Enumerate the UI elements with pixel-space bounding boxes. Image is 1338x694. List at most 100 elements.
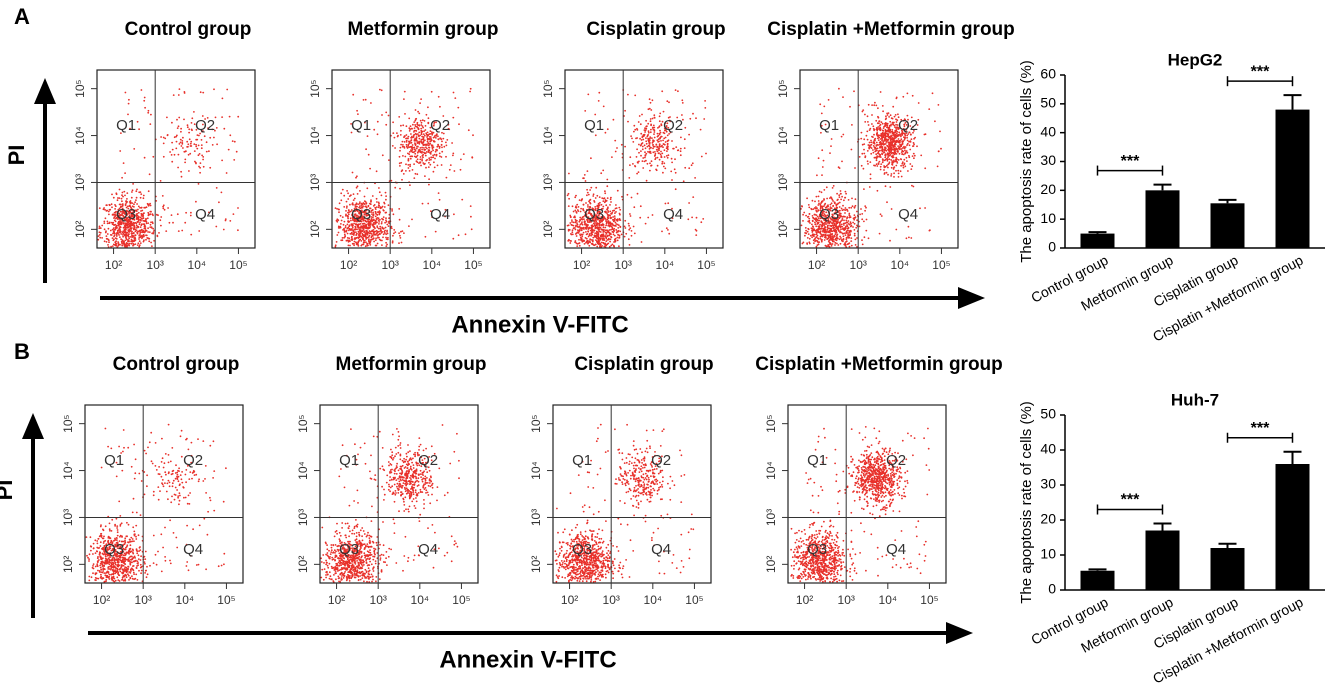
event-dot [223,127,226,130]
event-dot [652,144,654,146]
event-dot [377,227,380,230]
event-dot [841,225,844,228]
event-dot [438,198,441,201]
event-dot [122,226,125,229]
event-dot [907,170,909,172]
event-dot [125,211,127,213]
event-dot [347,244,350,247]
event-dot [226,88,229,91]
event-dot [347,211,349,214]
event-dot [188,131,191,134]
event-dot [878,127,881,130]
event-dot [884,156,887,159]
event-dot [131,235,133,237]
event-dot [851,205,854,208]
event-dot [385,198,387,201]
event-dot [639,123,642,126]
event-dot [401,230,404,233]
event-dot [611,211,614,214]
event-dot [606,235,609,238]
event-dot [881,148,884,151]
event-dot [405,125,408,128]
event-dot [147,214,150,217]
event-dot [120,132,122,135]
event-dot [924,167,927,170]
event-dot [127,229,130,232]
event-dot [584,223,586,226]
event-dot [346,239,349,242]
event-dot [416,158,419,161]
event-dot [145,222,148,225]
event-dot [884,185,887,188]
event-dot [186,124,189,127]
event-dot [175,147,178,150]
event-dot [842,96,844,98]
event-dot [157,214,159,217]
event-dot [202,130,204,132]
event-dot [651,137,653,140]
event-dot [348,195,351,198]
event-dot [939,130,941,133]
event-dot [849,221,852,224]
event-dot [229,220,232,222]
event-dot [420,127,423,130]
event-dot [650,128,652,131]
event-dot [646,135,649,138]
event-dot [361,232,364,235]
event-dot [170,154,173,156]
event-dot [380,221,383,223]
event-dot [892,133,895,136]
event-dot [427,166,430,169]
event-dot [621,195,623,198]
event-dot [584,180,587,182]
event-dot [403,232,405,235]
event-dot [836,226,839,229]
event-dot [127,226,130,229]
event-dot [639,205,642,208]
event-dot [132,232,135,235]
event-dot [867,237,870,240]
event-dot [839,221,842,224]
event-dot [823,239,826,241]
event-dot [815,225,818,228]
event-dot [814,200,816,203]
y-tick-label: 10⁴ [776,126,790,145]
event-dot [843,199,845,202]
event-dot [413,148,416,151]
event-dot [427,117,430,120]
event-dot [820,226,823,228]
event-dot [430,90,433,93]
event-dot [140,223,143,226]
event-dot [890,208,893,210]
event-dot [115,243,118,245]
event-dot [853,216,856,219]
event-dot [854,244,857,246]
event-dot [681,102,684,104]
event-dot [893,131,896,134]
event-dot [195,145,198,148]
event-dot [809,234,812,237]
event-dot [195,162,197,165]
event-dot [612,228,614,231]
event-dot [586,224,589,226]
event-dot [107,227,110,230]
event-dot [429,151,432,154]
event-dot [113,235,115,238]
event-dot [144,106,147,109]
event-dot [374,233,376,236]
event-dot [142,215,144,218]
event-dot [345,207,348,209]
event-dot [175,135,178,138]
event-dot [385,219,387,222]
event-dot [437,95,440,98]
event-dot [136,579,139,581]
event-dot [860,131,863,134]
event-dot [827,99,830,101]
event-dot [869,127,872,130]
event-dot [369,244,372,246]
event-dot [598,242,601,245]
event-dot [427,202,430,205]
y-tick-label: 10³ [73,174,87,191]
quadrant-label: Q4 [898,206,918,223]
event-dot [200,139,203,141]
